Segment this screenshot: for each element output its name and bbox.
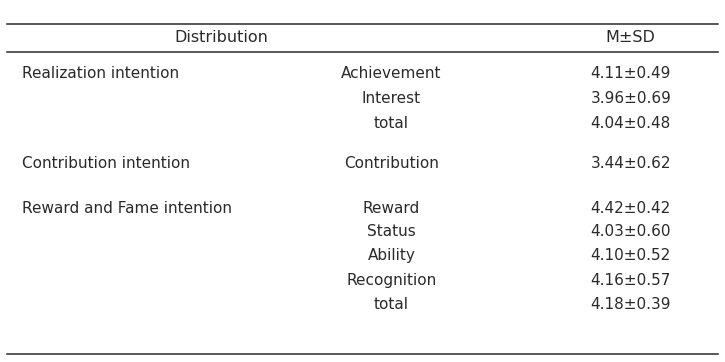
Text: total: total (374, 297, 409, 312)
Text: Realization intention: Realization intention (22, 66, 179, 81)
Text: Reward: Reward (363, 201, 420, 216)
Text: Recognition: Recognition (347, 273, 436, 288)
Text: total: total (374, 116, 409, 131)
Text: 3.96±0.69: 3.96±0.69 (590, 91, 671, 106)
Text: 4.42±0.42: 4.42±0.42 (591, 201, 671, 216)
Text: Interest: Interest (362, 91, 421, 106)
Text: Status: Status (367, 224, 416, 239)
Text: Ability: Ability (368, 248, 415, 264)
Text: 4.18±0.39: 4.18±0.39 (590, 297, 671, 312)
Text: 4.10±0.52: 4.10±0.52 (591, 248, 671, 264)
Text: 4.11±0.49: 4.11±0.49 (591, 66, 671, 81)
Text: Achievement: Achievement (341, 66, 442, 81)
Text: 3.44±0.62: 3.44±0.62 (590, 156, 671, 171)
Text: 4.03±0.60: 4.03±0.60 (590, 224, 671, 239)
Text: 4.04±0.48: 4.04±0.48 (591, 116, 671, 131)
Text: Contribution intention: Contribution intention (22, 156, 190, 171)
Text: 4.16±0.57: 4.16±0.57 (591, 273, 671, 288)
Text: Distribution: Distribution (174, 30, 268, 45)
Text: M±SD: M±SD (606, 30, 655, 45)
Text: Contribution: Contribution (344, 156, 439, 171)
Text: Reward and Fame intention: Reward and Fame intention (22, 201, 232, 216)
